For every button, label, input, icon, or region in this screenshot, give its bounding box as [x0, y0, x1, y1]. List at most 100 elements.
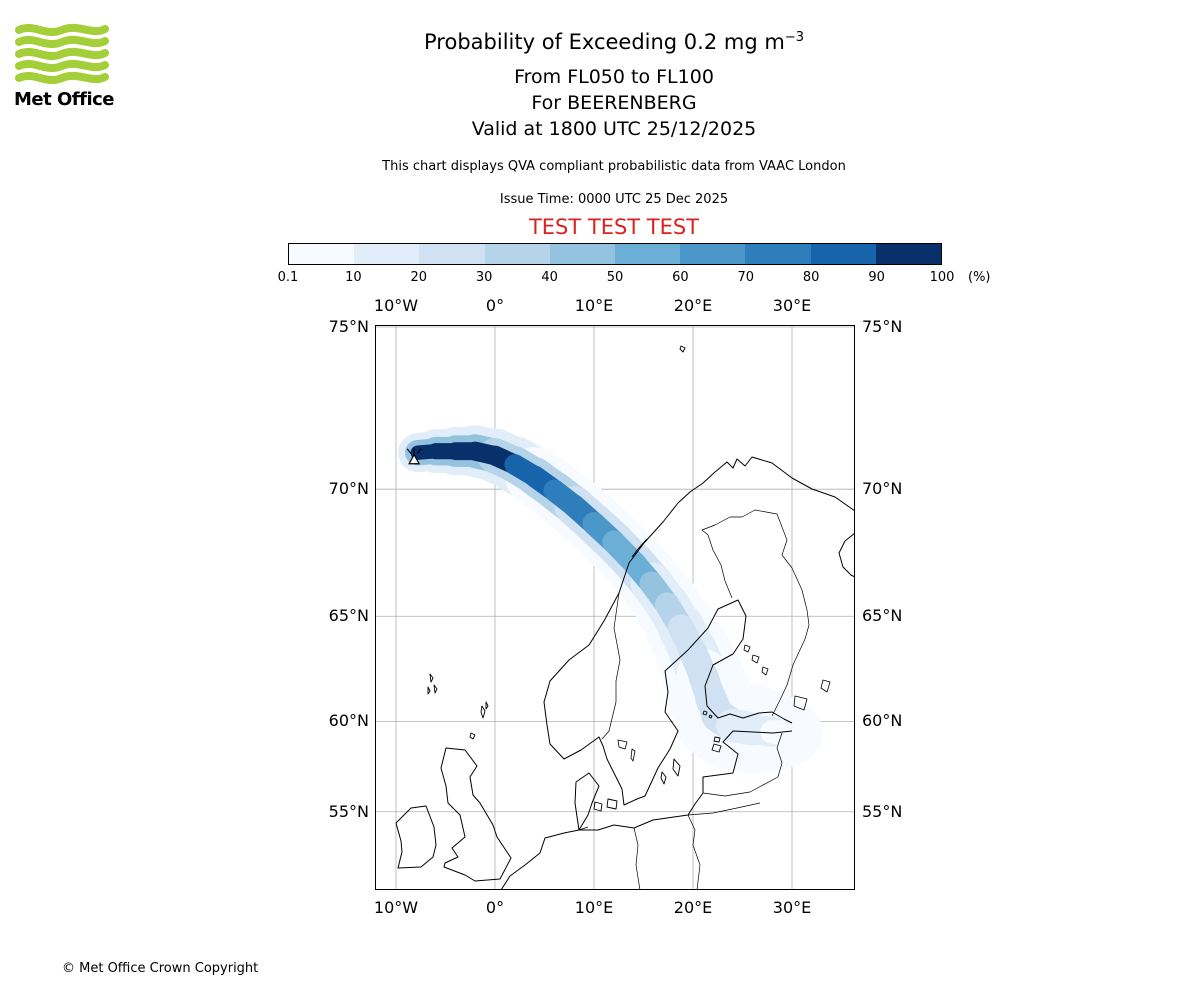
colorbar-tick: 50 [606, 270, 624, 285]
lat-label-right: 70°N [862, 479, 903, 499]
lon-label-top: 0° [485, 296, 505, 315]
lat-label-left: 60°N [328, 711, 369, 731]
island [672, 758, 681, 777]
island [427, 686, 431, 695]
colorbar-segment [289, 244, 355, 264]
coastline-lofoten [631, 538, 648, 558]
colorbar-tick: 60 [672, 270, 689, 285]
lon-label-bottom: 30°E [772, 898, 812, 917]
logo-wave [15, 47, 109, 60]
chart-title-exponent: −3 [784, 30, 804, 45]
colorbar-segment [484, 244, 550, 264]
met-office-logo: Met Office [14, 22, 134, 110]
volcano-triangle [408, 453, 421, 465]
colorbar-ticks: 0.1 10 20 30 40 50 60 70 80 90 100 [278, 270, 955, 286]
volcano-eruption-rays [406, 447, 422, 455]
lat-label-right: 55°N [862, 801, 903, 821]
lon-label-bottom: 10°W [373, 898, 419, 917]
lon-label-bottom: 20°E [673, 898, 713, 917]
island [485, 701, 489, 710]
country-border [702, 776, 779, 797]
coastline-ireland [395, 805, 437, 869]
colorbar-tick: 100 [929, 270, 955, 285]
country-border [687, 814, 701, 890]
country-border [601, 592, 621, 740]
island [469, 732, 476, 740]
met-office-logo-text: Met Office [14, 89, 115, 110]
island-layer [427, 345, 722, 812]
colorbar-tick: 10 [345, 270, 362, 285]
lon-label-top: 10°W [373, 296, 419, 315]
lon-label-top: 20°E [673, 296, 713, 315]
colorbar-segment [549, 244, 616, 264]
colorbar-tick: 20 [410, 270, 428, 285]
lake [820, 679, 831, 693]
country-border [776, 732, 783, 778]
island [708, 714, 713, 719]
logo-wave [15, 35, 109, 48]
logo-wave [15, 59, 109, 72]
map-frame [375, 325, 855, 890]
coastline-scandinavia [543, 456, 855, 806]
lat-label-right: 75°N [862, 317, 903, 336]
test-banner: TEST TEST TEST [528, 215, 700, 239]
volcano-marker [406, 447, 422, 465]
lat-label-left: 70°N [328, 479, 369, 499]
lat-label-right: 60°N [862, 711, 903, 731]
colorbar-tick: 30 [475, 270, 493, 285]
colorbar-segment [875, 244, 942, 264]
colorbar-segment [419, 244, 485, 264]
chart-title: Probability of Exceeding 0.2 mg m−3 [0, 30, 1200, 54]
island [606, 798, 618, 810]
lon-label-top: 30°E [772, 296, 812, 315]
lat-label-left: 65°N [328, 606, 369, 626]
country-border [701, 509, 810, 717]
grid-layer [375, 325, 855, 890]
map-svg [375, 325, 855, 890]
subtitle-volcano: For BEERENBERG [531, 92, 697, 114]
island [593, 801, 603, 812]
coastline-layer [395, 456, 855, 890]
lon-label-bottom: 10°E [574, 898, 614, 917]
qva-note: This chart displays QVA compliant probab… [382, 159, 846, 174]
logo-wave [15, 71, 109, 84]
lake [630, 748, 636, 762]
map-border [375, 325, 855, 890]
lake [761, 666, 769, 676]
colorbar-tick: 70 [737, 270, 755, 285]
coastline-baltic-south [500, 730, 793, 890]
colorbar-segment [745, 244, 811, 264]
country-border [578, 826, 589, 831]
title-block: Probability of Exceeding 0.2 mg m−3 From… [0, 0, 1200, 240]
colorbar-tick: 40 [541, 270, 558, 285]
lake [751, 654, 760, 664]
colorbar-unit: (%) [968, 270, 991, 285]
coastline-great-britain [440, 747, 512, 882]
plume-layer [398, 425, 823, 774]
met-office-logo-icon [15, 23, 109, 84]
island [660, 771, 667, 785]
island [711, 743, 722, 753]
lon-label-bottom: 0° [485, 898, 505, 917]
lake [743, 644, 751, 653]
colorbar-tick: 90 [868, 270, 885, 285]
coastline-jutland [574, 772, 600, 831]
subtitle-valid-time: Valid at 1800 UTC 25/12/2025 [471, 118, 757, 140]
chart-title-text: Probability of Exceeding 0.2 mg m [424, 30, 785, 54]
lat-label-right: 65°N [862, 606, 903, 626]
lake [793, 695, 808, 711]
colorbar-segment [354, 244, 420, 264]
issue-time: Issue Time: 0000 UTC 25 Dec 2025 [499, 192, 729, 207]
colorbar-segment [615, 244, 681, 264]
island [702, 710, 708, 716]
logo-wave [15, 23, 109, 36]
colorbar-segment [680, 244, 746, 264]
lat-label-left: 75°N [328, 317, 369, 336]
colorbar-tick: 80 [802, 270, 820, 285]
copyright-text: © Met Office Crown Copyright [62, 961, 259, 976]
lake [617, 739, 628, 750]
island [480, 705, 486, 719]
colorbar-segment [810, 244, 876, 264]
island [713, 736, 721, 743]
colorbar [288, 243, 942, 265]
